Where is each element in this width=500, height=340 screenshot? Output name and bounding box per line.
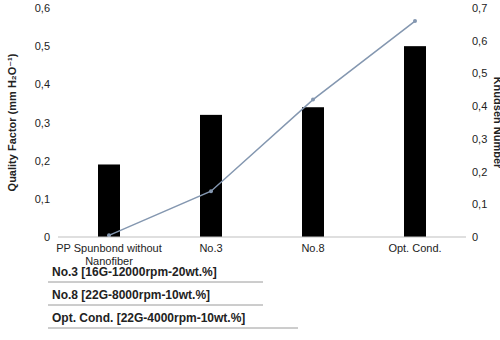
y-tick-label: 0,3 — [35, 117, 50, 129]
y2-tick-label: 0,7 — [472, 2, 487, 14]
y2-tick — [466, 204, 469, 205]
x-axis-line — [58, 237, 466, 238]
bar — [302, 107, 324, 237]
y2-tick-label: 0,4 — [472, 100, 487, 112]
y-tick-label: 0,6 — [35, 2, 50, 14]
line-marker — [209, 189, 213, 193]
y-tick — [55, 160, 58, 161]
annotation-rule — [48, 282, 263, 283]
y2-tick — [466, 171, 469, 172]
y-tick-label: 0,1 — [35, 193, 50, 205]
y-tick-label: 0 — [44, 231, 50, 243]
y2-tick-label: 0 — [472, 231, 478, 243]
chart-svg: 0 0,1 0,2 0,3 0,4 0,5 0,6 0 0,1 0,2 0,3 0,4 0,5 0,6 0,… — [0, 0, 500, 340]
y2-tick — [466, 73, 469, 74]
line — [109, 21, 415, 235]
y2-tick-label: 0,6 — [472, 35, 487, 47]
chart-container: 0 0,1 0,2 0,3 0,4 0,5 0,6 0 0,1 0,2 0,3 0,4 0,5 0,6 0,… — [0, 0, 500, 340]
y2-tick-label: 0,5 — [472, 67, 487, 79]
bar — [404, 46, 426, 237]
annotation: No.8 [22G-8000rpm-10wt.%] — [52, 288, 210, 302]
line-marker — [311, 98, 315, 102]
y-tick — [55, 237, 58, 238]
annotation: Opt. Cond. [22G-4000rpm-10wt.%] — [52, 311, 245, 325]
annotation-rule — [48, 328, 298, 329]
plot-area — [98, 19, 426, 237]
y-tick — [55, 84, 58, 85]
annotation-rule — [48, 305, 263, 306]
x-tick-label: No.3 — [199, 242, 222, 254]
y-tick-label: 0,4 — [35, 78, 50, 90]
y-tick-label: 0,2 — [35, 155, 50, 167]
y2-tick — [466, 106, 469, 107]
line-marker — [107, 233, 111, 237]
y-tick — [55, 46, 58, 47]
label-line: PP Spunbond without — [56, 242, 162, 254]
x-tick-label: No.8 — [301, 242, 324, 254]
x-tick-label: PP Spunbond withoutNanofiber — [56, 242, 162, 267]
y-tick — [55, 122, 58, 123]
y-tick — [55, 8, 58, 9]
y2-tick — [466, 40, 469, 41]
y2-axis-title: Knudsen Number — [492, 77, 500, 169]
y2-tick-label: 0,1 — [472, 198, 487, 210]
bar — [200, 115, 222, 237]
y-tick — [55, 198, 58, 199]
y-tick-label: 0,5 — [35, 40, 50, 52]
y2-tick-label: 0,2 — [472, 166, 487, 178]
bar — [98, 164, 120, 237]
y-axis-title: Quality Factor (mm H₂O⁻¹) — [6, 53, 18, 191]
y2-tick — [466, 237, 469, 238]
y2-tick-label: 0,3 — [472, 133, 487, 145]
x-tick-label: Opt. Cond. — [388, 242, 441, 254]
line-marker — [413, 19, 417, 23]
annotation: No.3 [16G-12000rpm-20wt.%] — [52, 265, 217, 279]
y2-tick — [466, 8, 469, 9]
y2-tick — [466, 138, 469, 139]
